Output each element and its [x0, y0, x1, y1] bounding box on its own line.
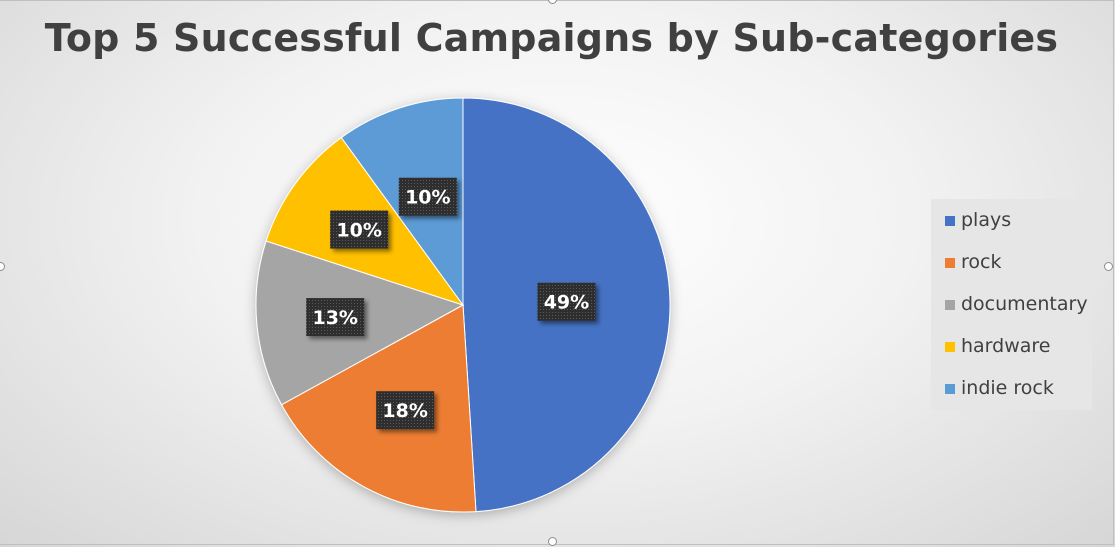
legend-swatch [945, 258, 955, 268]
data-label: 10% [330, 210, 389, 249]
data-label-text: 18% [382, 400, 427, 422]
data-label-box [398, 177, 457, 216]
resize-handle-bottom[interactable] [548, 537, 557, 546]
legend-label: plays [961, 209, 1012, 231]
data-label-box [537, 282, 596, 321]
resize-handle-right[interactable] [1104, 262, 1113, 271]
data-label-text: 49% [544, 292, 589, 314]
data-label-text: 10% [405, 187, 450, 209]
data-label-text: 10% [336, 220, 381, 242]
legend-label: documentary [961, 293, 1088, 315]
legend-swatch [945, 216, 955, 226]
legend-label: rock [961, 251, 1002, 273]
chart-title: Top 5 Successful Campaigns by Sub-catego… [44, 16, 1059, 60]
data-label-box [376, 391, 435, 430]
legend[interactable]: plays rock documentary hardware indie rock [931, 199, 1092, 410]
legend-swatch [945, 384, 955, 394]
resize-handle-left[interactable] [0, 262, 5, 271]
legend-label: indie rock [961, 377, 1054, 399]
legend-item-rock[interactable]: rock [931, 249, 1092, 291]
data-label: 18% [376, 391, 435, 430]
data-label-box [330, 210, 389, 249]
data-label-text: 13% [312, 307, 357, 329]
legend-item-plays[interactable]: plays [931, 207, 1092, 249]
legend-swatch [945, 300, 955, 310]
legend-item-documentary[interactable]: documentary [931, 291, 1092, 333]
legend-item-indie-rock[interactable]: indie rock [931, 375, 1092, 417]
data-label: 49% [537, 282, 596, 321]
data-label: 10% [398, 177, 457, 216]
legend-item-hardware[interactable]: hardware [931, 333, 1092, 375]
data-label: 13% [306, 298, 365, 337]
legend-swatch [945, 342, 955, 352]
data-label-box [306, 298, 365, 337]
legend-label: hardware [961, 335, 1051, 357]
